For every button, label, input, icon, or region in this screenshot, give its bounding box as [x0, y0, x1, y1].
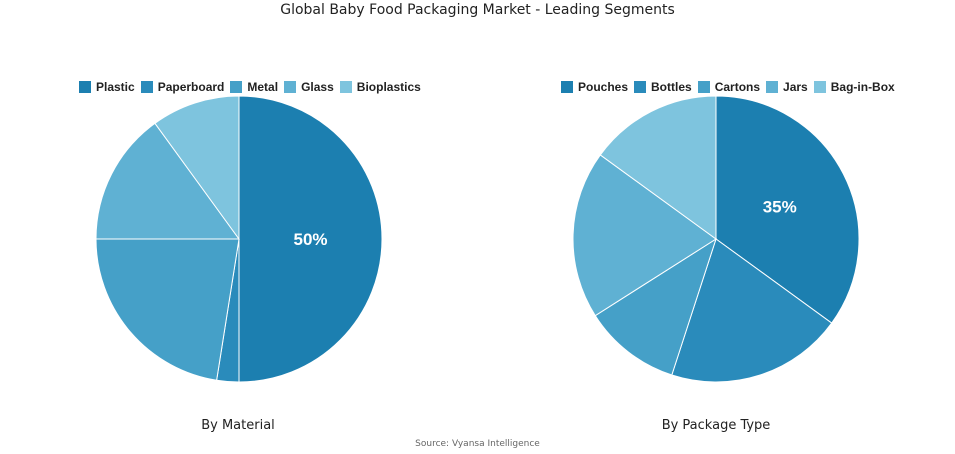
legend-swatch	[697, 81, 710, 93]
legend-label: Glass	[301, 80, 334, 94]
pie-chart-package-type: 35%	[572, 95, 860, 383]
pie-slice-bioplastics	[154, 95, 240, 241]
subtitle-material: By Material	[201, 418, 275, 433]
legend-label: Pouches	[578, 80, 629, 94]
legend-item-metal: Metal	[230, 80, 278, 94]
legend-item-cartons: Cartons	[697, 80, 761, 94]
pie-slice-bottles	[671, 238, 833, 383]
legend-item-pouches: Pouches	[561, 80, 628, 94]
legend-swatch	[634, 81, 647, 93]
legend-label: Metal	[247, 80, 279, 94]
legend-swatch	[813, 81, 826, 93]
legend-item-jars: Jars	[766, 80, 808, 94]
legend-item-plastic: Plastic	[79, 80, 135, 94]
legend-swatch	[230, 81, 243, 93]
legend-swatch	[561, 81, 573, 93]
pie-slice-metal	[95, 238, 240, 381]
legend-label: Jars	[783, 80, 808, 94]
legend-item-glass: Glass	[284, 80, 334, 94]
legend-label: Plastic	[96, 80, 135, 94]
legend-label: Bottles	[651, 80, 692, 94]
pie-slice-jars	[572, 154, 717, 317]
legend-package-type: Pouches Bottles Cartons Jars Bag-in-Box	[561, 80, 901, 94]
source-note: Source: Vyansa Intelligence	[415, 439, 540, 449]
legend-swatch	[766, 81, 779, 93]
legend-label: Bioplastics	[356, 80, 421, 94]
legend-label: Paperboard	[157, 80, 225, 94]
legend-swatch	[140, 81, 153, 93]
legend-label: Cartons	[714, 80, 761, 94]
legend-item-paperboard: Paperboard	[140, 80, 225, 94]
pie-slice-cartons	[594, 237, 717, 376]
pie-chart-material: 50%	[95, 95, 383, 383]
subtitle-package-type: By Package Type	[661, 418, 771, 433]
pie-slice-bag-in-box	[599, 95, 717, 240]
pie-slice-pouches	[715, 95, 860, 324]
legend-swatch	[339, 81, 352, 93]
legend-item-bottles: Bottles	[634, 80, 692, 94]
legend-label: Bag-in-Box	[830, 80, 895, 94]
legend-item-bag-in-box: Bag-in-Box	[813, 80, 895, 94]
data-label-plastic: 50%	[293, 230, 327, 249]
legend-swatch	[284, 81, 297, 93]
data-label-pouches: 35%	[763, 198, 797, 217]
chart-title: Global Baby Food Packaging Market - Lead…	[280, 2, 675, 18]
legend-swatch	[79, 81, 91, 93]
pie-slice-plastic	[238, 95, 383, 383]
legend-item-bioplastics: Bioplastics	[339, 80, 421, 94]
pie-slice-glass	[95, 122, 240, 240]
legend-material: Plastic Paperboard Metal Glass Bioplastics	[79, 80, 427, 94]
